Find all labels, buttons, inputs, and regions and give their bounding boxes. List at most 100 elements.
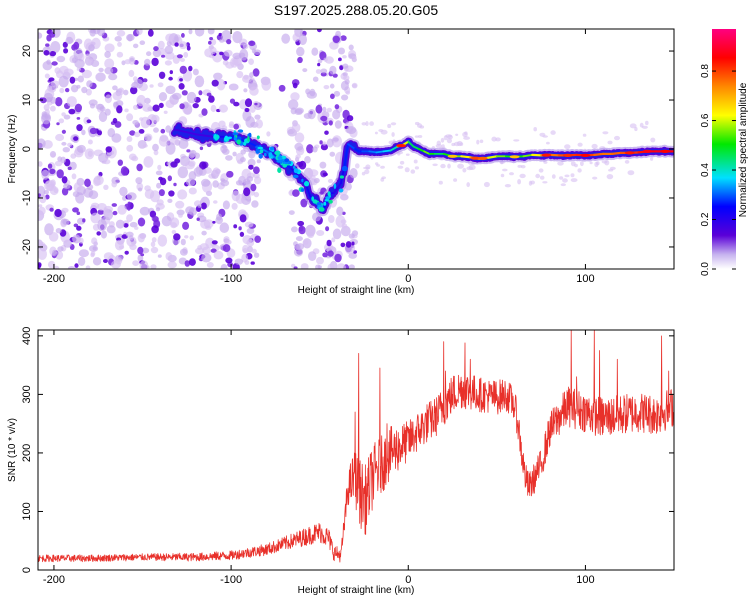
noise-blob	[419, 125, 425, 129]
noise-blob	[222, 244, 231, 253]
noise-blob	[176, 209, 185, 216]
colorbar-label: Normalized spectral amplitude	[738, 82, 749, 217]
noise-blob	[67, 266, 76, 269]
noise-blob	[55, 97, 63, 107]
noise-blob	[570, 178, 578, 183]
noise-blob	[213, 250, 224, 260]
noise-blob	[340, 225, 351, 237]
noise-blob	[233, 224, 238, 229]
noise-blob	[504, 184, 511, 188]
noise-blob	[592, 176, 598, 180]
noise-blob	[123, 223, 129, 228]
noise-blob	[251, 248, 257, 254]
noise-blob	[255, 119, 263, 129]
noise-blob	[551, 174, 556, 179]
noise-blob	[220, 179, 230, 187]
noise-blob	[309, 174, 316, 180]
noise-blob	[72, 191, 80, 198]
noise-blob	[309, 88, 316, 97]
noise-blob	[103, 184, 109, 190]
noise-blob	[320, 115, 328, 122]
ridge-blob	[224, 135, 229, 142]
snr-background	[38, 330, 674, 570]
noise-blob	[133, 43, 139, 49]
noise-blob	[380, 129, 388, 135]
noise-blob	[546, 141, 550, 145]
noise-blob	[209, 37, 214, 41]
noise-blob	[110, 260, 121, 269]
noise-blob	[193, 167, 203, 177]
noise-blob	[246, 176, 254, 182]
noise-blob	[340, 35, 347, 41]
noise-blob	[126, 136, 133, 142]
noise-blob	[307, 109, 316, 120]
noise-blob	[329, 83, 335, 89]
noise-blob	[76, 67, 82, 71]
noise-blob	[197, 215, 207, 223]
noise-blob	[414, 135, 419, 138]
noise-blob	[181, 33, 185, 38]
noise-blob	[199, 243, 209, 251]
noise-blob	[208, 40, 212, 45]
noise-blob	[328, 120, 333, 126]
noise-blob	[533, 127, 537, 132]
noise-blob	[295, 107, 304, 114]
ridge-segment	[522, 153, 534, 158]
ridge-segment	[332, 187, 339, 195]
noise-blob	[106, 225, 116, 234]
noise-blob	[113, 101, 119, 108]
noise-blob	[178, 213, 183, 218]
noise-blob	[108, 73, 118, 81]
ridge-segment	[336, 182, 342, 190]
ridge-blob	[319, 207, 325, 212]
noise-blob	[183, 51, 189, 58]
ridge-blob	[258, 153, 263, 159]
noise-blob	[230, 57, 239, 68]
noise-blob	[248, 40, 256, 47]
noise-blob	[180, 248, 188, 256]
noise-blob	[239, 231, 245, 237]
noise-blob	[447, 163, 451, 169]
noise-blob	[391, 132, 395, 137]
noise-blob	[201, 230, 207, 236]
noise-blob	[55, 228, 62, 234]
ridge-blob	[232, 132, 239, 136]
noise-blob	[93, 175, 104, 186]
noise-blob	[50, 80, 60, 87]
noise-blob	[317, 59, 323, 64]
noise-blob	[604, 160, 610, 166]
noise-blob	[87, 150, 93, 157]
noise-blob	[142, 78, 148, 83]
ridge-blob	[338, 188, 344, 193]
noise-blob	[528, 180, 533, 186]
noise-blob	[197, 204, 202, 208]
noise-blob	[308, 251, 317, 261]
noise-blob	[74, 58, 85, 69]
noise-blob	[168, 190, 175, 197]
noise-blob	[243, 88, 248, 93]
noise-blob	[224, 49, 233, 57]
noise-blob	[233, 123, 239, 130]
noise-blob	[170, 222, 178, 229]
noise-blob	[51, 153, 56, 158]
noise-blob	[136, 94, 146, 107]
noise-blob	[157, 234, 168, 247]
noise-blob	[405, 153, 410, 156]
noise-blob	[266, 131, 271, 137]
noise-blob	[346, 115, 354, 122]
noise-blob	[343, 74, 350, 82]
noise-blob	[66, 96, 77, 107]
noise-blob	[292, 82, 298, 89]
noise-blob	[466, 166, 474, 171]
noise-blob	[177, 166, 188, 179]
noise-blob	[209, 46, 217, 55]
noise-blob	[380, 177, 385, 182]
noise-blob	[432, 163, 438, 167]
spectrogram-data	[38, 29, 674, 269]
noise-blob	[158, 71, 166, 80]
noise-blob	[185, 206, 195, 215]
noise-blob	[51, 61, 58, 66]
noise-blob	[254, 176, 262, 185]
noise-blob	[538, 168, 544, 173]
x-tick-label: 0	[405, 574, 411, 586]
